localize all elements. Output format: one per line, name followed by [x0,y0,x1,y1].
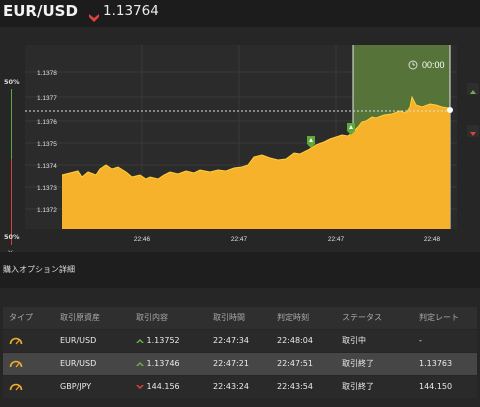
status-cell: 取引中 [342,336,366,345]
asset-cell: EUR/USD [60,336,97,345]
col-header-content: 取引内容 [136,313,168,322]
down-arrow-icon [136,384,144,389]
down-arrow-icon [470,132,476,136]
table-row[interactable]: EUR/USD 1.13746 22:47:21 22:47:51 取引終了 1… [3,353,477,375]
col-header-status: ステータス [342,313,382,322]
expiry-cell: 22:48:04 [277,336,313,345]
table-row[interactable]: GBP/JPY 144.156 22:43:24 22:43:54 取引終了 1… [3,376,477,398]
asset-cell: EUR/USD [60,359,97,368]
timer-label: 00:00 [422,60,445,70]
y-tick-label: 1.1373 [37,185,57,192]
buy-down-button[interactable] [467,125,479,137]
expiry-cell: 22:47:51 [277,359,313,368]
down-arrow-icon [89,7,99,26]
col-header-type: タイプ [9,313,33,322]
up-arrow-icon [470,90,476,94]
current-price-dot [447,107,453,113]
entry-cell: 1.13746 [136,353,180,375]
price-chart: 50% 50% × [0,27,480,257]
gauge-icon [9,376,23,398]
result-cell: - [419,336,422,345]
y-tick-label: 1.1378 [37,70,57,77]
y-tick-label: 1.1375 [37,141,57,148]
gauge-icon [9,353,23,375]
col-header-asset: 取引原資産 [60,313,100,322]
col-header-time: 取引時間 [213,313,245,322]
x-tick-label: 22:47 [231,236,248,243]
sentiment-down-label: 50% [4,233,20,241]
time-cell: 22:43:24 [213,382,249,391]
x-tick-label: 22:48 [424,236,441,243]
entry-rate: 1.13752 [146,336,180,345]
chart-canvas: 00:00 1.1378 1.1377 1.1376 1.1375 1.1374… [25,45,457,243]
y-tick-label: 1.1377 [37,95,57,102]
up-marker [307,136,315,148]
up-arrow-icon [136,361,144,366]
status-cell: 取引終了 [342,382,374,391]
y-tick-label: 1.1376 [37,119,57,126]
section-header [0,252,480,288]
sentiment-bar: 50% 50% [0,73,22,263]
sentiment-down-bar [11,159,12,245]
section-title: 購入オプション詳細 [3,265,75,274]
up-marker [347,123,355,135]
entry-cell: 144.156 [136,376,180,398]
result-cell: 1.13763 [419,359,453,368]
table-row[interactable]: EUR/USD 1.13752 22:47:34 22:48:04 取引中 - [3,330,477,352]
buy-up-button[interactable] [467,83,479,95]
status-cell: 取引終了 [342,359,374,368]
entry-rate: 1.13746 [146,359,180,368]
table-header: タイプ 取引原資産 取引内容 取引時間 判定時刻 ステータス 判定レート [3,307,477,329]
gauge-icon [9,330,23,352]
current-price: 1.13764 [103,3,159,19]
result-cell: 144.150 [419,382,453,391]
entry-cell: 1.13752 [136,330,180,352]
up-arrow-icon [136,338,144,343]
expiry-cell: 22:43:54 [277,382,313,391]
sentiment-up-bar [11,89,12,159]
time-cell: 22:47:21 [213,359,249,368]
y-tick-label: 1.1372 [37,207,57,214]
x-axis-labels: 22:46 22:47 22:47 22:48 [134,236,441,243]
top-bar: EUR/USD 1.13764 [0,0,480,27]
col-header-expiry: 判定時刻 [277,313,309,322]
asset-cell: GBP/JPY [60,382,92,391]
price-line [61,95,451,180]
x-tick-label: 22:46 [134,236,151,243]
col-header-result: 判定レート [419,313,459,322]
time-cell: 22:47:34 [213,336,249,345]
asset-pair-title[interactable]: EUR/USD [3,2,78,20]
y-tick-label: 1.1374 [37,163,57,170]
price-area [62,97,450,229]
entry-rate: 144.156 [146,382,180,391]
clock-icon [408,60,418,70]
y-axis-labels: 1.1378 1.1377 1.1376 1.1375 1.1374 1.137… [37,70,57,214]
sentiment-up-label: 50% [4,78,20,86]
x-tick-label: 22:47 [328,236,345,243]
